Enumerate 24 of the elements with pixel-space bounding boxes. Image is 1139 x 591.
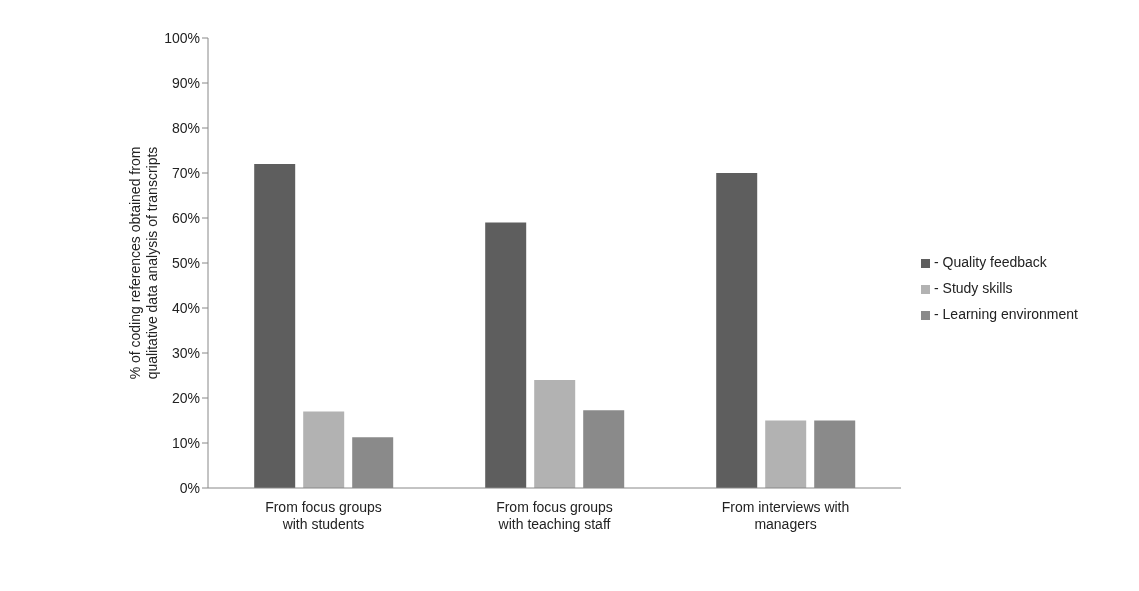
y-tick-label: 80% [171,119,200,136]
y-tick-label: 100% [164,29,200,46]
x-tick-label: From focus groups with teaching staff [496,499,613,532]
y-tick-label: 10% [171,434,200,451]
y-tick-label: 90% [171,74,200,91]
legend-label: - Study skills [934,280,1013,296]
y-axis-title: % of coding references obtained from qualitative data analysis of transcripts [126,146,160,380]
bar [765,420,807,488]
bar [303,411,345,488]
bar [716,173,758,488]
x-tick-label: From interviews with managers [721,499,850,532]
legend-label: - Quality feedback [934,254,1047,270]
bar [534,380,576,488]
y-tick-label: 0% [179,479,200,496]
y-tick-label: 70% [171,164,200,181]
y-tick-label: 60% [171,209,200,226]
y-tick-label: 20% [171,389,200,406]
y-tick-label: 50% [171,254,200,271]
x-tick-label: From focus groups with students [265,499,382,532]
bar [254,164,296,488]
bar [485,222,527,488]
y-tick-label: 30% [171,344,200,361]
y-tick-label: 40% [171,299,200,316]
legend-label: - Learning environment [934,306,1078,322]
